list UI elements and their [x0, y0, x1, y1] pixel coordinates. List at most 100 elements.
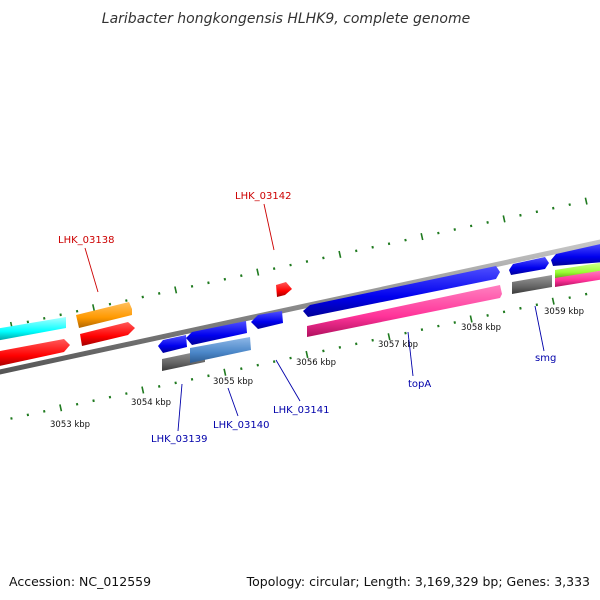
minor-tick — [404, 331, 407, 335]
minor-tick — [486, 313, 489, 317]
minor-tick — [289, 356, 292, 360]
minor-tick — [43, 409, 46, 413]
label-topa[interactable]: topA — [408, 379, 431, 390]
leader-lhk-03140 — [227, 387, 239, 417]
minor-tick — [157, 385, 161, 388]
minor-tick — [92, 399, 95, 403]
major-tick — [59, 404, 63, 412]
outer-tick-track — [9, 197, 588, 330]
gene-gray-forward[interactable] — [512, 275, 552, 294]
scale-label: 3056 kbp — [296, 358, 336, 368]
minor-tick — [469, 224, 473, 228]
gene-lhk-03138[interactable] — [80, 322, 135, 346]
minor-tick — [26, 320, 30, 324]
major-tick — [223, 368, 227, 376]
minor-tick — [207, 281, 210, 285]
minor-tick — [272, 267, 276, 271]
minor-tick — [453, 228, 456, 231]
minor-tick — [519, 306, 522, 310]
minor-tick — [322, 256, 325, 260]
minor-tick — [305, 260, 309, 263]
label-lhk-03139[interactable]: LHK_03139 — [151, 434, 207, 445]
major-tick — [174, 286, 178, 294]
minor-tick — [240, 367, 243, 371]
gene-steel[interactable] — [190, 337, 251, 363]
minor-tick — [240, 274, 243, 278]
major-tick — [92, 304, 96, 312]
minor-tick — [75, 309, 79, 313]
scale-label: 3054 kbp — [131, 398, 171, 408]
minor-tick — [108, 395, 112, 399]
gene-blue-forward-right[interactable] — [551, 243, 600, 266]
major-tick — [551, 297, 555, 305]
label-leaders — [84, 203, 545, 432]
gene-lime[interactable] — [555, 262, 600, 279]
minor-tick — [10, 417, 13, 420]
minor-tick — [535, 210, 539, 214]
gene-pink-right[interactable] — [555, 270, 600, 287]
gene-orange[interactable] — [76, 302, 132, 328]
minor-tick — [207, 374, 210, 378]
minor-tick — [552, 206, 555, 210]
genome-backbone — [0, 239, 600, 375]
minor-tick — [371, 245, 374, 249]
minor-tick — [404, 238, 407, 242]
gene-blue-forward-large[interactable] — [303, 266, 500, 317]
major-tick — [584, 197, 588, 205]
label-lhk-03142[interactable]: LHK_03142 — [235, 191, 291, 202]
major-tick — [387, 333, 391, 341]
gene-lhk-03140[interactable] — [186, 321, 247, 345]
minor-tick — [108, 302, 112, 306]
major-tick — [420, 233, 424, 241]
minor-tick — [75, 402, 79, 406]
minor-tick — [453, 321, 456, 324]
gene-blue-forward-small[interactable] — [509, 257, 549, 275]
minor-tick — [338, 345, 342, 349]
minor-tick — [371, 338, 374, 342]
minor-tick — [43, 316, 46, 320]
minor-tick — [387, 242, 391, 246]
minor-tick — [141, 295, 144, 299]
minor-tick — [190, 284, 194, 288]
minor-tick — [437, 231, 440, 235]
leader-lhk-03139 — [177, 383, 183, 432]
minor-tick — [26, 413, 30, 417]
minor-tick — [157, 292, 161, 295]
scale-label: 3055 kbp — [213, 377, 253, 387]
minor-tick — [289, 263, 292, 267]
minor-tick — [190, 377, 194, 381]
scale-label: 3053 kbp — [50, 420, 90, 430]
label-lhk-03140[interactable]: LHK_03140 — [213, 420, 269, 431]
minor-tick — [174, 381, 177, 385]
accession-text: Accession: NC_012559 — [9, 574, 151, 589]
minor-tick — [437, 324, 440, 328]
minor-tick — [535, 303, 539, 307]
minor-tick — [355, 342, 358, 346]
minor-tick — [125, 392, 128, 395]
scale-label: 3059 kbp — [544, 307, 584, 317]
gene-red-left[interactable] — [0, 339, 70, 367]
minor-tick — [568, 296, 571, 300]
gene-lhk-03141[interactable] — [251, 311, 283, 329]
gene-topa[interactable] — [307, 285, 502, 337]
leader-topa — [407, 331, 414, 377]
label-lhk-03141[interactable]: LHK_03141 — [273, 405, 329, 416]
minor-tick — [568, 203, 571, 207]
scale-label: 3058 kbp — [461, 323, 501, 333]
scale-labels: 3053 kbp 3054 kbp 3055 kbp 3056 kbp 3057… — [50, 307, 584, 430]
major-tick — [141, 386, 145, 394]
gene-cyan[interactable] — [0, 317, 66, 341]
label-lhk-03138[interactable]: LHK_03138 — [58, 235, 114, 246]
genome-summary-text: Topology: circular; Length: 3,169,329 bp… — [246, 574, 590, 589]
minor-tick — [584, 292, 588, 296]
minor-tick — [519, 213, 522, 217]
label-smg[interactable]: smg — [535, 353, 556, 364]
gene-lhk-03142[interactable] — [276, 282, 292, 297]
minor-tick — [355, 249, 358, 253]
gene-labels: LHK_03138 LHK_03142 LHK_03139 LHK_03140 … — [58, 191, 556, 445]
minor-tick — [486, 220, 489, 224]
gene-lhk-03139[interactable] — [158, 335, 187, 353]
map-title: Laribacter hongkongensis HLHK9, complete… — [102, 11, 470, 27]
leader-lhk-03142 — [263, 203, 275, 251]
